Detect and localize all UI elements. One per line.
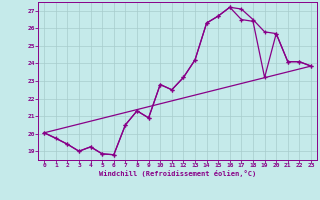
X-axis label: Windchill (Refroidissement éolien,°C): Windchill (Refroidissement éolien,°C) (99, 170, 256, 177)
